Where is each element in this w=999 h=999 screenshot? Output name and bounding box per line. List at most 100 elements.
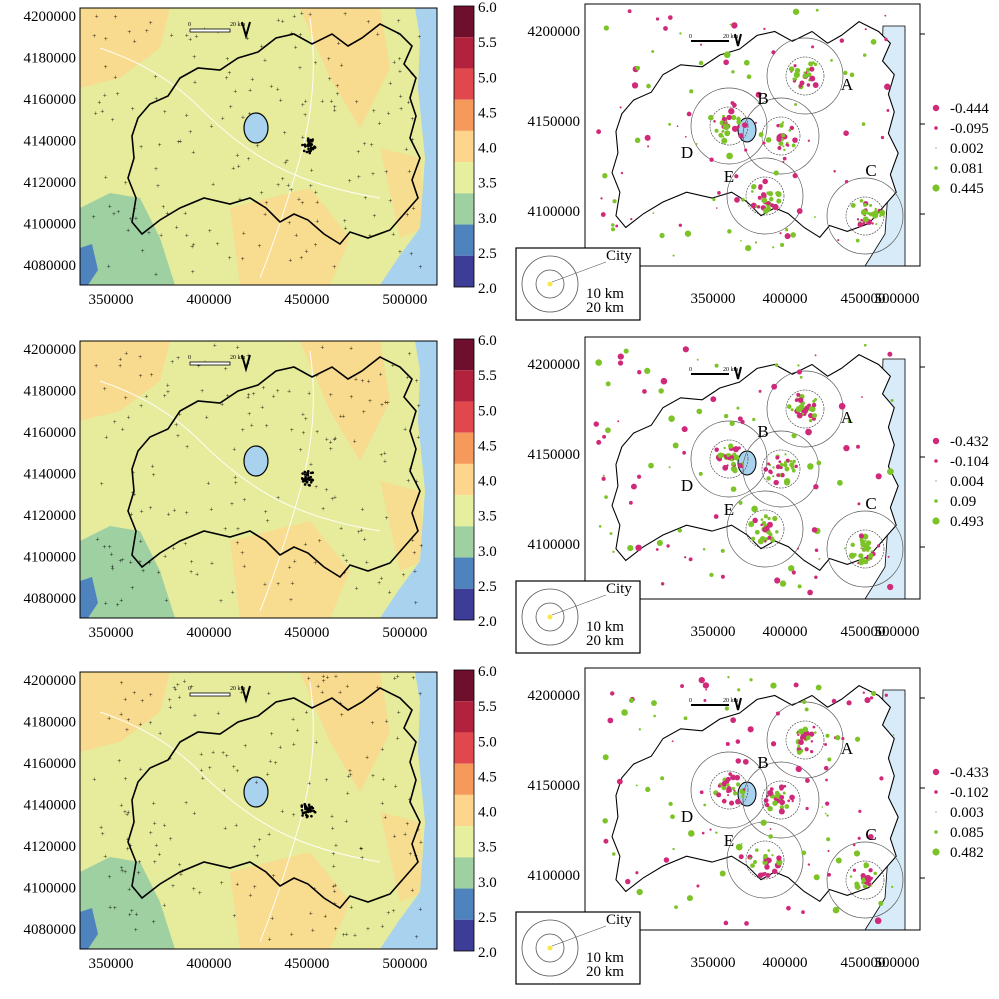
buffer-circle-10km: [845, 196, 885, 236]
heatmap-zone-orange: [380, 481, 425, 571]
coefficient-point: [767, 516, 771, 521]
coefficient-point: [855, 238, 860, 243]
station-mark: +: [410, 70, 414, 78]
station-mark: +: [223, 525, 227, 533]
station-mark: +: [149, 719, 153, 727]
station-mark: +: [276, 181, 280, 189]
buffer-circle-10km: [761, 116, 801, 156]
coefficient-point: [767, 191, 774, 197]
coefficient-point: [796, 208, 803, 214]
station-mark: +: [304, 540, 308, 548]
station-mark: +: [137, 869, 141, 877]
north-arrow-icon: [241, 685, 251, 704]
station-mark: +: [370, 141, 374, 149]
coefficient-point: [712, 197, 716, 202]
station-mark: +: [354, 376, 358, 384]
x-tick-label: 450000: [284, 625, 329, 641]
buffer-circle-20km: [766, 37, 844, 115]
coefficient-point: [776, 859, 783, 866]
station-mark: +: [353, 437, 357, 445]
station-mark: +: [301, 410, 305, 418]
station-mark: +: [397, 709, 401, 717]
coefficient-point: [782, 145, 785, 148]
coefficient-point: [751, 505, 758, 513]
figure-row-3: + + + + + + + + + + + + + + + + + + + + + + + + + + + + + + + + + + + + + + + +…: [0, 664, 999, 994]
station-mark: +: [380, 401, 384, 409]
coefficient-point: [796, 412, 803, 419]
coefficient-point: [713, 514, 719, 519]
coefficient-point: [663, 857, 670, 863]
coefficient-point: [781, 121, 785, 124]
coefficient-point: [708, 114, 714, 121]
station-mark: +: [194, 33, 198, 41]
buffer-circle-20km: [726, 490, 804, 568]
colorbar-swatch: [454, 99, 474, 131]
station-mark: +: [238, 195, 242, 203]
station-mark: +: [394, 782, 398, 790]
legend-symbol: [934, 166, 938, 170]
y-tick-label: 4160000: [24, 425, 77, 441]
coefficient-point: [779, 466, 783, 470]
coefficient-point: [864, 28, 867, 31]
coefficient-point: [723, 59, 729, 66]
coefficient-point: [796, 392, 801, 397]
station-mark: +: [313, 559, 317, 567]
coefficient-point: [794, 103, 798, 106]
scalebar-distance: 20 km: [723, 698, 739, 704]
coefficient-point: [730, 717, 737, 724]
station-mark: +: [357, 173, 361, 181]
coefficient-point: [803, 413, 807, 416]
inset-city-label: City: [606, 581, 632, 597]
coefficient-point: [887, 351, 893, 357]
coefficient-point: [709, 828, 712, 831]
station-mark: +: [95, 12, 99, 20]
station-mark: +: [276, 86, 280, 94]
legend-symbol: [934, 459, 938, 463]
coefficient-point: [755, 848, 759, 852]
legend-label: 0.081: [950, 161, 984, 177]
coefficient-point: [770, 741, 777, 747]
buffer-circle-10km: [745, 176, 785, 216]
coefficient-point: [798, 739, 804, 746]
coefficient-point: [602, 474, 605, 477]
coefficient-point: [778, 140, 784, 146]
colorbar-swatch: [454, 432, 474, 464]
heatmap-zone-orange: [380, 148, 425, 238]
coefficient-point: [808, 61, 814, 67]
station-mark: +: [372, 107, 376, 115]
coefficient-point: [879, 209, 886, 217]
inset-10km-label: 10 km: [586, 950, 624, 966]
coefficient-point: [761, 193, 767, 199]
coefficient-point: [630, 218, 633, 221]
coefficient-point: [811, 527, 818, 533]
station-mark: +: [104, 63, 108, 71]
coefficient-point: [779, 232, 782, 235]
station-mark: +: [232, 912, 236, 920]
coefficient-point: [860, 547, 863, 550]
legend-symbol: [934, 126, 938, 130]
coefficient-point: [792, 8, 800, 15]
coefficient-point: [668, 122, 672, 126]
coefficient-point: [734, 197, 740, 203]
y-tick-label: 4100000: [24, 881, 77, 897]
station-mark: +: [320, 689, 324, 697]
coefficient-point: [857, 502, 861, 506]
coefficient-point: [850, 202, 856, 208]
y-tick-label: 4080000: [24, 922, 77, 938]
station-mark: +: [140, 507, 144, 515]
coefficient-point: [743, 59, 750, 66]
coefficient-point: [747, 726, 754, 733]
coefficient-point: [717, 784, 721, 788]
station-mark: +: [231, 589, 235, 597]
coefficient-point: [869, 203, 873, 207]
coefficient-point: [774, 790, 780, 796]
coefficient-point: [682, 346, 689, 353]
station-mark: +: [335, 82, 339, 90]
buffer-circle-20km: [690, 420, 768, 498]
region-label-a: A: [841, 739, 854, 758]
legend-symbol: [932, 184, 940, 192]
station-mark: +: [128, 911, 132, 919]
coefficient-point: [760, 523, 763, 527]
buffer-circle-20km: [826, 841, 904, 919]
station-mark: +: [329, 445, 333, 453]
